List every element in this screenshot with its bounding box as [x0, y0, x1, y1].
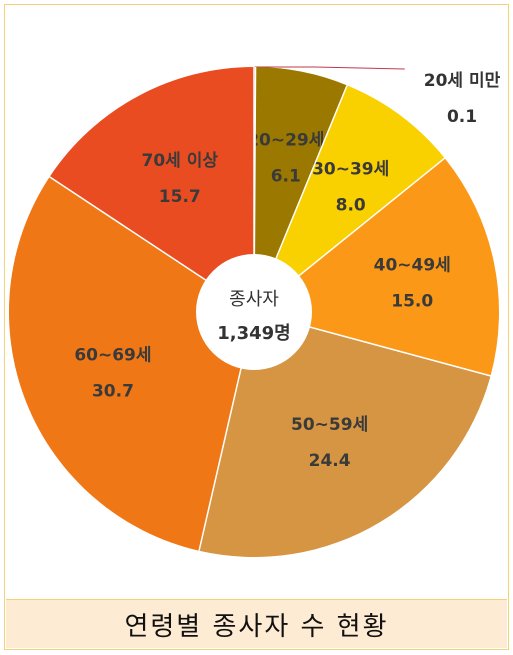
slice-label: 50~59세	[291, 415, 368, 435]
pie-slice	[254, 85, 445, 313]
pie-slice	[254, 67, 348, 312]
pie-slice	[9, 176, 255, 551]
pie-slice	[199, 312, 491, 557]
slice-label: 30~39세	[312, 159, 389, 179]
center-hole	[196, 254, 312, 370]
slice-label: 70세 이상	[142, 151, 219, 171]
slice-label: 20세 미만	[424, 71, 501, 91]
slice-value: 15.0	[391, 292, 433, 312]
slice-value: 6.1	[271, 166, 301, 186]
slice-value: 30.7	[92, 381, 134, 401]
slice-value: 24.4	[309, 451, 351, 471]
slice-value: 0.1	[447, 107, 477, 127]
center-label: 종사자	[229, 289, 279, 310]
center-value: 1,349명	[217, 323, 291, 344]
slice-label: 40~49세	[374, 256, 451, 276]
chart-caption: 연령별 종사자 수 현황	[6, 599, 507, 648]
slice-value: 8.0	[336, 195, 366, 215]
chart-frame: 20세 미만 0.1 20~29세 6.1 30~39세 8.0 40~49세 15.0 50~…	[4, 4, 509, 650]
pie-slice	[254, 158, 499, 376]
leader-line	[254, 66, 405, 70]
pie-chart: 20세 미만 0.1 20~29세 6.1 30~39세 8.0 40~49세 15.0 50~…	[9, 66, 501, 557]
slice-label: 20~29세	[247, 130, 324, 150]
pie-slice	[49, 67, 254, 312]
slice-label: 60~69세	[74, 345, 151, 365]
slice-value: 15.7	[159, 187, 201, 207]
